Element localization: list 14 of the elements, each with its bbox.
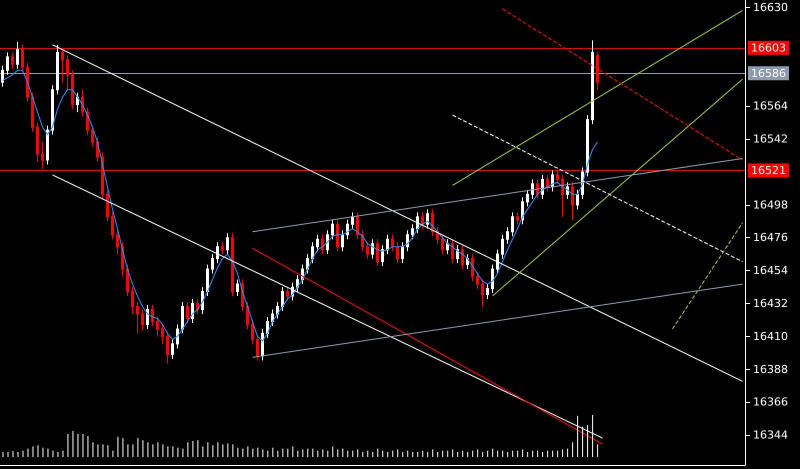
y-tick-label: 16476 <box>753 231 788 244</box>
y-tick-label: 16344 <box>753 428 788 442</box>
y-tick-label: 16388 <box>753 362 788 376</box>
ref-line-label: 16521 <box>751 164 786 177</box>
y-tick-label: 16564 <box>753 100 788 113</box>
ref-line-label: 16603 <box>751 41 786 54</box>
y-tick-label: 16630 <box>753 0 788 14</box>
y-tick-label: 16366 <box>753 396 788 409</box>
y-tick-label: 16454 <box>753 264 788 278</box>
y-tick-label: 16410 <box>753 330 788 343</box>
ref-line-label: 16586 <box>751 66 786 80</box>
y-tick-label: 16498 <box>753 198 788 212</box>
y-tick-label: 16432 <box>753 297 788 310</box>
y-tick-label: 16542 <box>753 132 788 146</box>
